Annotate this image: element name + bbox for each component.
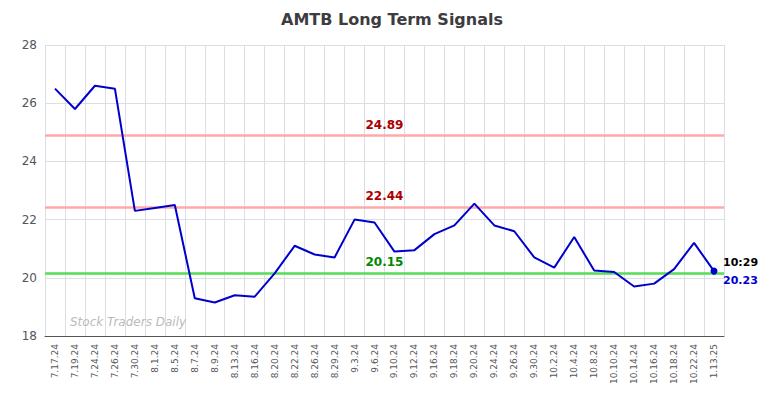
svg-text:7.24.24: 7.24.24 bbox=[90, 344, 100, 379]
svg-text:10.4.24: 10.4.24 bbox=[569, 344, 579, 379]
svg-text:7.26.24: 7.26.24 bbox=[110, 344, 120, 379]
svg-text:20.23: 20.23 bbox=[723, 274, 758, 287]
svg-text:8.13.24: 8.13.24 bbox=[230, 344, 240, 379]
svg-text:7.19.24: 7.19.24 bbox=[70, 344, 80, 379]
svg-text:9.26.24: 9.26.24 bbox=[509, 344, 519, 379]
svg-text:8.1.24: 8.1.24 bbox=[150, 344, 160, 373]
svg-text:10.2.24: 10.2.24 bbox=[549, 344, 559, 379]
svg-text:10.16.24: 10.16.24 bbox=[649, 344, 659, 384]
svg-text:10.22.24: 10.22.24 bbox=[689, 344, 699, 384]
svg-text:9.6.24: 9.6.24 bbox=[370, 344, 380, 373]
svg-text:10:29: 10:29 bbox=[723, 256, 758, 269]
svg-text:AMTB Long Term Signals: AMTB Long Term Signals bbox=[281, 10, 503, 29]
svg-text:1.13.25: 1.13.25 bbox=[709, 344, 719, 378]
svg-text:8.7.24: 8.7.24 bbox=[190, 344, 200, 373]
svg-text:8.20.24: 8.20.24 bbox=[270, 344, 280, 379]
svg-text:9.10.24: 9.10.24 bbox=[389, 344, 399, 379]
svg-text:7.17.24: 7.17.24 bbox=[50, 344, 60, 379]
svg-text:20: 20 bbox=[22, 271, 37, 285]
svg-text:22.44: 22.44 bbox=[366, 189, 404, 203]
svg-text:8.5.24: 8.5.24 bbox=[170, 344, 180, 373]
svg-text:9.18.24: 9.18.24 bbox=[449, 344, 459, 379]
svg-text:24: 24 bbox=[22, 154, 37, 168]
svg-text:8.9.24: 8.9.24 bbox=[210, 344, 220, 373]
svg-text:Stock Traders Daily: Stock Traders Daily bbox=[70, 315, 187, 329]
svg-text:8.22.24: 8.22.24 bbox=[290, 344, 300, 379]
svg-text:10.8.24: 10.8.24 bbox=[589, 344, 599, 379]
svg-text:9.20.24: 9.20.24 bbox=[469, 344, 479, 379]
svg-text:26: 26 bbox=[22, 96, 37, 110]
svg-text:20.15: 20.15 bbox=[366, 255, 404, 269]
svg-text:28: 28 bbox=[22, 38, 37, 52]
svg-text:18: 18 bbox=[22, 329, 37, 343]
svg-text:8.16.24: 8.16.24 bbox=[250, 344, 260, 379]
svg-text:7.30.24: 7.30.24 bbox=[130, 344, 140, 379]
svg-text:24.89: 24.89 bbox=[366, 118, 404, 132]
svg-text:8.26.24: 8.26.24 bbox=[310, 344, 320, 379]
svg-text:8.29.24: 8.29.24 bbox=[330, 344, 340, 379]
svg-text:10.18.24: 10.18.24 bbox=[669, 344, 679, 384]
svg-text:9.16.24: 9.16.24 bbox=[429, 344, 439, 379]
svg-text:9.3.24: 9.3.24 bbox=[350, 344, 360, 373]
svg-text:9.30.24: 9.30.24 bbox=[529, 344, 539, 379]
svg-text:10.10.24: 10.10.24 bbox=[609, 344, 619, 384]
svg-text:22: 22 bbox=[22, 213, 37, 227]
svg-text:9.12.24: 9.12.24 bbox=[409, 344, 419, 379]
svg-text:10.14.24: 10.14.24 bbox=[629, 344, 639, 384]
svg-text:9.24.24: 9.24.24 bbox=[489, 344, 499, 379]
